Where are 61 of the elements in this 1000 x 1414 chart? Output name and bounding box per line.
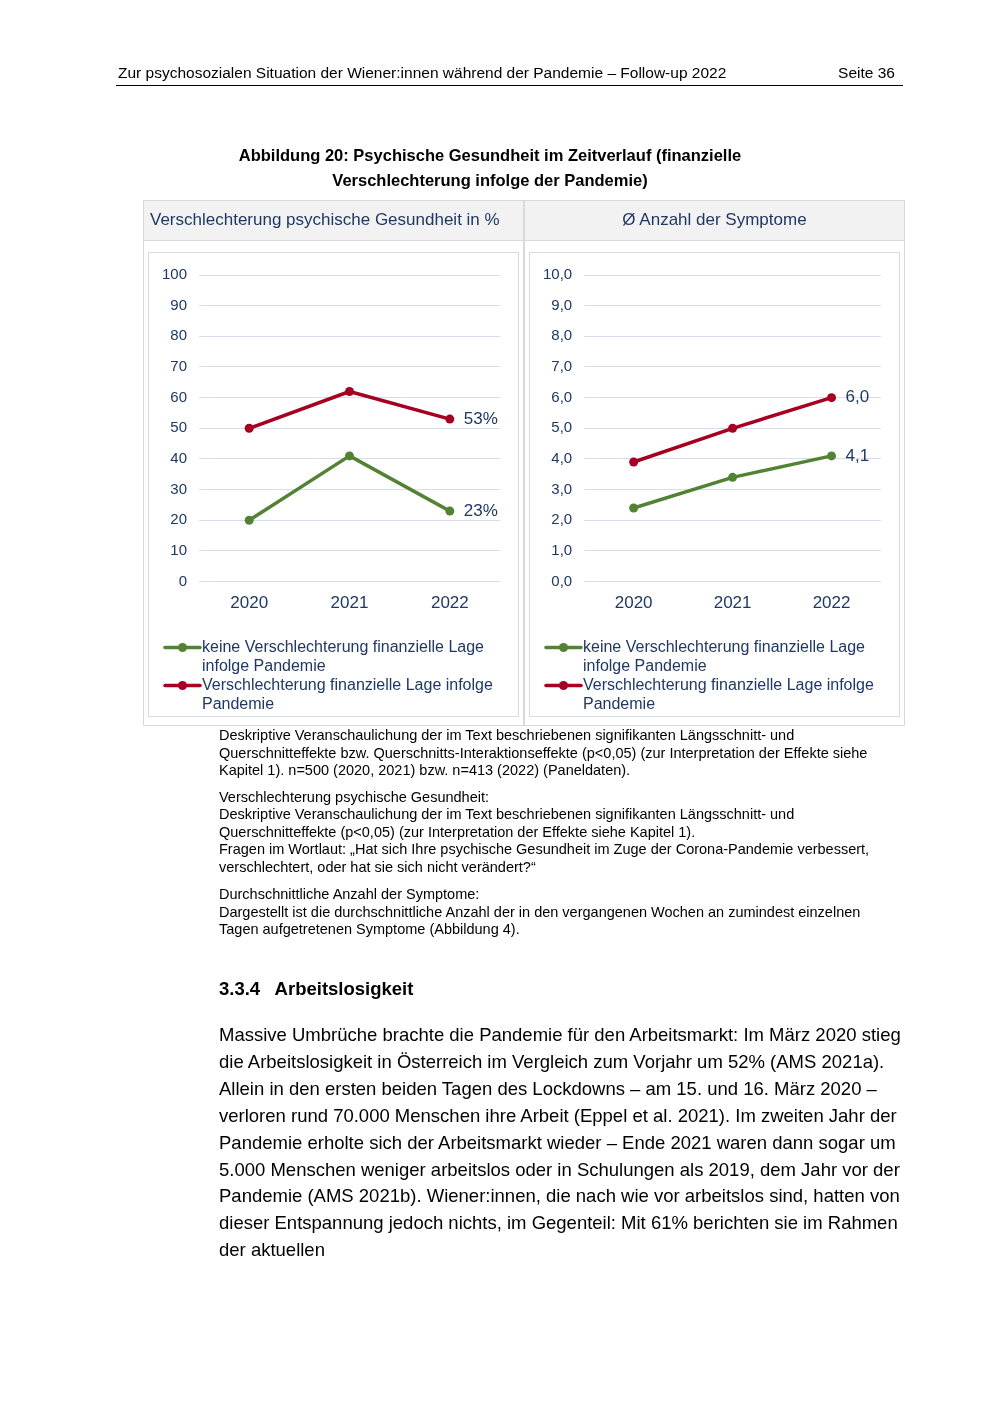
- y-tick-label: 100: [162, 265, 188, 283]
- text: Deskriptive Veranschaulichung der im Text beschriebenen signifikanten Längsschnitt- und Querschnitteffekte bzw. Querschnitts-Interaktionseffekte (p<0,05) (zur Interpretation der Effekte siehe Kapitel 1). n=500 (2020, 2021) bzw. n=413 (2022) (Paneldaten).: [219, 727, 869, 780]
- x-tick-label: 2020: [230, 593, 269, 613]
- y-tick-label: 7,0: [551, 357, 573, 375]
- legend-label: keine Verschlechterung finanzielle Lage infolge Pandemie: [202, 637, 485, 674]
- text: Seite 36: [838, 64, 895, 82]
- y-tick-label: 90: [170, 295, 188, 313]
- y-tick-label: 0: [178, 571, 188, 589]
- x-tick-label: 2022: [430, 593, 469, 613]
- point: [827, 393, 837, 403]
- y-tick-label: 6,0: [551, 387, 573, 405]
- chart-title: Verschlechterung psychische Gesundheit in %: [150, 210, 500, 229]
- point: [244, 423, 254, 433]
- y-tick-label: 20: [170, 510, 188, 528]
- text: Verschlechterung psychische Gesundheit:: [219, 788, 491, 806]
- text: Deskriptive Veranschaulichung der im Text beschriebenen signifikanten Längsschnitt- und Querschnitteffekte (p<0,05) (zur Interpretation der Effekte siehe Kapitel 1).: [219, 806, 796, 841]
- chart-title: Ø Anzahl der Symptome: [622, 210, 807, 229]
- point: [728, 423, 738, 433]
- point: [345, 451, 355, 461]
- y-tick-label: 10,0: [542, 265, 573, 283]
- data-label: 23%: [463, 500, 498, 520]
- y-tick-label: 30: [170, 479, 188, 497]
- text: Massive Umbrüche brachte die Pandemie für den Arbeitsmarkt: Im März 2020 stieg die Arbeitslosigkeit in Österreich im Vergleich zum Vorjahr um 52% (AMS 2021a). Allein in den ersten beiden Tagen des Lockdowns – am 15. und 16. März 2020 – verloren rund 70.000 Menschen ihre Arbeit (Eppel et al. 2021). Im zweiten Jahr der Pandemie erholte sich der Arbeitsmarkt wieder – Ende 2021 waren dann sogar um 5.000 Menschen weniger arbeitslos oder in Schulungen als 2019, dem Jahr vor der Pandemie (AMS 2021b). Wiener:innen, die nach wie vor arbeitslos sind, hatten von dieser Entspannung jedoch nichts, im Gegenteil: Mit 61% berichten sie im Rahmen der aktuellen: [219, 1024, 901, 1261]
- x-tick-label: 2020: [614, 593, 653, 613]
- y-tick-label: 60: [170, 387, 188, 405]
- y-tick-label: 40: [170, 449, 188, 467]
- y-tick-label: 50: [170, 418, 188, 436]
- y-tick-label: 2,0: [551, 510, 573, 528]
- point: [445, 506, 455, 516]
- data-label: 53%: [463, 408, 498, 428]
- x-tick-label: 2021: [713, 593, 752, 613]
- point: [728, 472, 738, 482]
- point: [445, 414, 455, 424]
- text: 3.3.4 Arbeitslosigkeit: [219, 978, 414, 1000]
- x-tick-label: 2022: [812, 593, 851, 613]
- x-tick-label: 2021: [330, 593, 369, 613]
- point: [629, 503, 639, 513]
- y-tick-label: 10: [170, 541, 188, 559]
- legend-label: Verschlechterung finanzielle Lage infolge Pandemie: [202, 675, 493, 712]
- text: Fragen im Wortlaut: „Hat sich Ihre psychische Gesundheit im Zuge der Corona-Pandemie verbessert, verschlechtert, oder hat sie sich nicht verändert?“: [219, 841, 871, 876]
- data-label: 4,1: [845, 445, 870, 465]
- y-tick-label: 9,0: [551, 295, 573, 313]
- point: [345, 387, 355, 397]
- y-tick-label: 1,0: [551, 541, 573, 559]
- text: Durchschnittliche Anzahl der Symptome:: [219, 886, 481, 904]
- y-tick-label: 5,0: [551, 418, 573, 436]
- legend-label: keine Verschlechterung finanzielle Lage infolge Pandemie: [583, 637, 866, 674]
- data-label: 6,0: [845, 387, 870, 407]
- point: [629, 457, 639, 467]
- text: Dargestellt ist die durchschnittliche Anzahl der in den vergangenen Wochen an zumindest einzelnen Tagen aufgetretenen Symptome (Abbildung 4).: [219, 903, 862, 939]
- text: Abbildung 20: Psychische Gesundheit im Zeitverlauf (finanzielle Verschlechterung infolge der Pandemie): [237, 145, 743, 191]
- y-tick-label: 70: [170, 357, 188, 375]
- text: Zur psychosozialen Situation der Wiener:innen während der Pandemie – Follow-up 2022: [118, 64, 727, 82]
- y-tick-label: 0,0: [551, 571, 573, 589]
- legend-label: Verschlechterung finanzielle Lage infolge Pandemie: [583, 675, 874, 712]
- y-tick-label: 80: [170, 326, 188, 344]
- y-tick-label: 4,0: [551, 449, 573, 467]
- point: [827, 451, 837, 461]
- y-tick-label: 8,0: [551, 326, 573, 344]
- y-tick-label: 3,0: [551, 479, 573, 497]
- point: [244, 515, 254, 525]
